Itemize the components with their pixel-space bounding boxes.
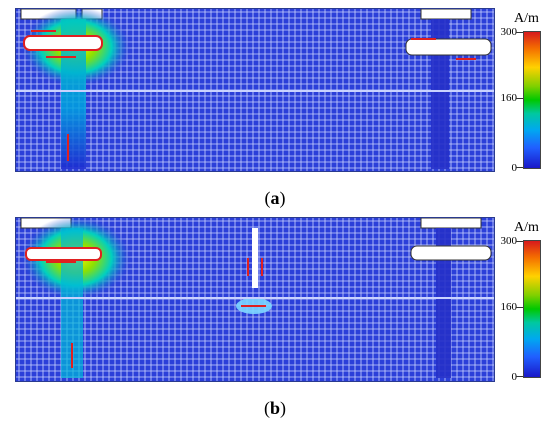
current-column-right-b (436, 228, 451, 378)
caption-a: (a) (0, 188, 550, 209)
caption-b-close: ) (280, 398, 286, 418)
field-plot-a-svg (16, 9, 494, 171)
colorbar-a-tick-max: 300 (500, 26, 518, 38)
colorbar-b-tickmark-min (516, 376, 523, 377)
colorbar-a-tick-mid: 160 (500, 92, 518, 104)
slot-right-top (420, 9, 472, 20)
colorbar-a-tickmark-min (516, 167, 523, 168)
field-plot-b (15, 217, 495, 382)
arrows-a (31, 30, 476, 161)
current-column-left-b (61, 228, 83, 378)
caption-a-close: ) (279, 188, 286, 208)
caption-a-label: a (270, 188, 280, 208)
colorbar-a-tickmark-max (516, 32, 523, 33)
caption-b-label: b (269, 398, 280, 418)
slot-right-top-b (420, 218, 482, 229)
colorbar-b-tick-mid: 160 (500, 301, 518, 313)
colorbar-unit-b: A/m (514, 220, 539, 235)
colorbar-b-tick-max: 300 (500, 235, 518, 247)
colorbar-a (523, 31, 541, 169)
colorbar-b-tickmark-max (516, 241, 523, 242)
caption-a-open: ( (264, 188, 271, 208)
arrows-b (31, 247, 266, 368)
current-column-right (431, 19, 449, 169)
colorbar-unit-a: A/m (514, 11, 539, 26)
colorbar-b-tick-min: 0 (511, 371, 518, 383)
caption-b-open: ( (263, 398, 270, 418)
field-plot-a (15, 8, 495, 172)
colorbar-b (523, 240, 541, 378)
conductor-right (405, 38, 492, 56)
colorbar-b-tickmark-mid (516, 307, 523, 308)
field-plot-b-svg (16, 218, 494, 381)
caption-b: (b) (0, 398, 550, 419)
conductor-left (23, 35, 103, 51)
conductor-right-b (410, 245, 492, 261)
colorbar-a-tickmark-mid (516, 98, 523, 99)
conductor-left-b (25, 247, 102, 261)
colorbar-a-tick-min: 0 (511, 162, 518, 174)
center-conductor-b (252, 228, 258, 288)
